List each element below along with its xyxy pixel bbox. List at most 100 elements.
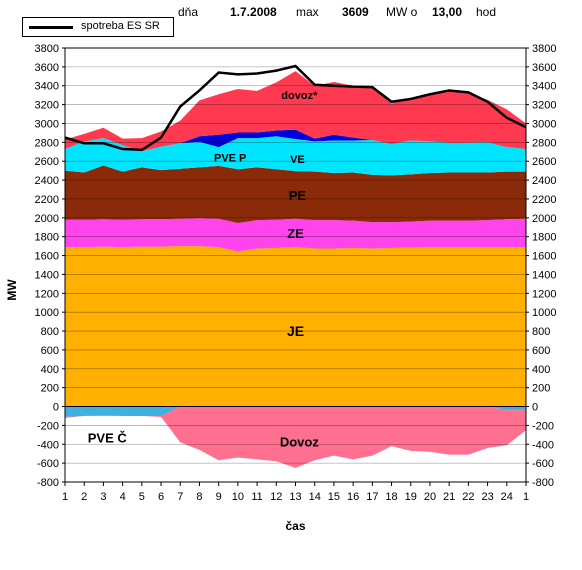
header-max-label: max [296, 5, 319, 19]
y-tick-left-400: 400 [41, 364, 59, 376]
y-tick-left--800: -800 [37, 477, 59, 489]
x-tick-17: 18 [385, 491, 397, 503]
legend-label: spotreba ES SR [81, 20, 160, 32]
header-unit-label: MW o [386, 5, 418, 19]
series-label-je: JE [287, 323, 304, 339]
y-tick-right-2400: 2400 [532, 175, 556, 187]
y-tick-left--600: -600 [37, 458, 59, 470]
y-tick-left-2200: 2200 [35, 194, 59, 206]
x-tick-21: 22 [462, 491, 474, 503]
y-tick-right--600: -600 [532, 458, 554, 470]
area-je [65, 246, 526, 407]
y-tick-right--800: -800 [532, 477, 554, 489]
x-tick-16: 17 [366, 491, 378, 503]
y-tick-left--200: -200 [37, 420, 59, 432]
y-tick-left-3200: 3200 [35, 100, 59, 112]
x-axis-label: čas [285, 519, 305, 533]
y-tick-left-600: 600 [41, 345, 59, 357]
x-tick-15: 16 [347, 491, 359, 503]
x-tick-20: 21 [443, 491, 455, 503]
x-tick-12: 13 [289, 491, 301, 503]
area-ve [65, 136, 526, 176]
y-tick-right-1400: 1400 [532, 269, 556, 281]
y-tick-right-1800: 1800 [532, 232, 556, 244]
y-tick-right-2800: 2800 [532, 137, 556, 149]
y-tick-left-2400: 2400 [35, 175, 59, 187]
series-label-pve-p: PVE P [214, 153, 246, 165]
y-tick-left-1200: 1200 [35, 288, 59, 300]
x-tick-13: 14 [309, 491, 321, 503]
series-label-ze: ZE [287, 226, 304, 241]
y-tick-left-2600: 2600 [35, 156, 59, 168]
y-tick-right-3200: 3200 [532, 100, 556, 112]
x-tick-23: 24 [501, 491, 513, 503]
y-tick-right-600: 600 [532, 345, 550, 357]
area-pve-p [65, 129, 526, 152]
header-max-value: 3609 [342, 5, 369, 19]
x-tick-10: 11 [251, 491, 262, 503]
y-tick-right-1000: 1000 [532, 307, 556, 319]
y-tick-right-0: 0 [532, 402, 538, 414]
x-tick-8: 9 [216, 491, 222, 503]
y-tick-left-3000: 3000 [35, 118, 59, 130]
legend-line-swatch [29, 26, 73, 29]
y-tick-left-1800: 1800 [35, 232, 59, 244]
x-tick-4: 5 [139, 491, 145, 503]
x-tick-1: 2 [81, 491, 87, 503]
x-tick-18: 19 [405, 491, 417, 503]
y-tick-right-800: 800 [532, 326, 550, 338]
series-label-pve-c: PVE Č [88, 431, 128, 446]
consumption-line [64, 64, 527, 152]
x-tick-24: 1 [523, 491, 529, 503]
x-tick-0: 1 [62, 491, 68, 503]
x-tick-2: 3 [100, 491, 106, 503]
y-tick-right-200: 200 [532, 383, 550, 395]
y-tick-right-400: 400 [532, 364, 550, 376]
y-tick-left-200: 200 [41, 383, 59, 395]
y-tick-left-2000: 2000 [35, 213, 59, 225]
y-tick-right-3600: 3600 [532, 62, 556, 74]
series-label-pe: PE [289, 188, 307, 203]
y-tick-left-3600: 3600 [35, 62, 59, 74]
area-dovoz- [65, 71, 526, 152]
series-label-dovoz-pos: dovoz* [281, 90, 318, 102]
y-tick-right-3800: 3800 [532, 43, 556, 55]
y-tick-right-2200: 2200 [532, 194, 556, 206]
y-tick-right-3400: 3400 [532, 81, 556, 93]
y-tick-right--200: -200 [532, 420, 554, 432]
series-label-ve: VE [290, 154, 305, 166]
x-tick-7: 8 [196, 491, 202, 503]
y-tick-left-3800: 3800 [35, 43, 59, 55]
y-axis-label: MW [5, 279, 19, 301]
area-ze [65, 218, 526, 252]
x-tick-9: 10 [232, 491, 244, 503]
area-pve-c [65, 406, 526, 417]
x-tick-3: 4 [120, 491, 126, 503]
y-tick-left-1400: 1400 [35, 269, 59, 281]
y-tick-right--400: -400 [532, 439, 554, 451]
y-tick-left-1600: 1600 [35, 251, 59, 263]
y-tick-left-2800: 2800 [35, 137, 59, 149]
x-tick-19: 20 [424, 491, 436, 503]
header-date: 1.7.2008 [230, 5, 277, 19]
y-tick-left--400: -400 [37, 439, 59, 451]
area-dovoz-neg [65, 406, 526, 468]
area-pe [65, 165, 526, 224]
series-label-dovoz-neg: Dovoz [280, 434, 320, 449]
y-tick-left-3400: 3400 [35, 81, 59, 93]
x-tick-22: 23 [481, 491, 493, 503]
header-hour-unit: hod [476, 5, 497, 19]
y-tick-right-1200: 1200 [532, 288, 556, 300]
legend: spotreba ES SR [22, 17, 174, 37]
header-hour: 13,00 [432, 5, 463, 19]
y-tick-left-1000: 1000 [35, 307, 59, 319]
y-tick-left-800: 800 [41, 326, 59, 338]
y-tick-right-1600: 1600 [532, 251, 556, 263]
y-tick-right-3000: 3000 [532, 118, 556, 130]
x-tick-11: 12 [270, 491, 282, 503]
y-tick-right-2600: 2600 [532, 156, 556, 168]
y-tick-right-2000: 2000 [532, 213, 556, 225]
y-tick-left-0: 0 [53, 402, 59, 414]
